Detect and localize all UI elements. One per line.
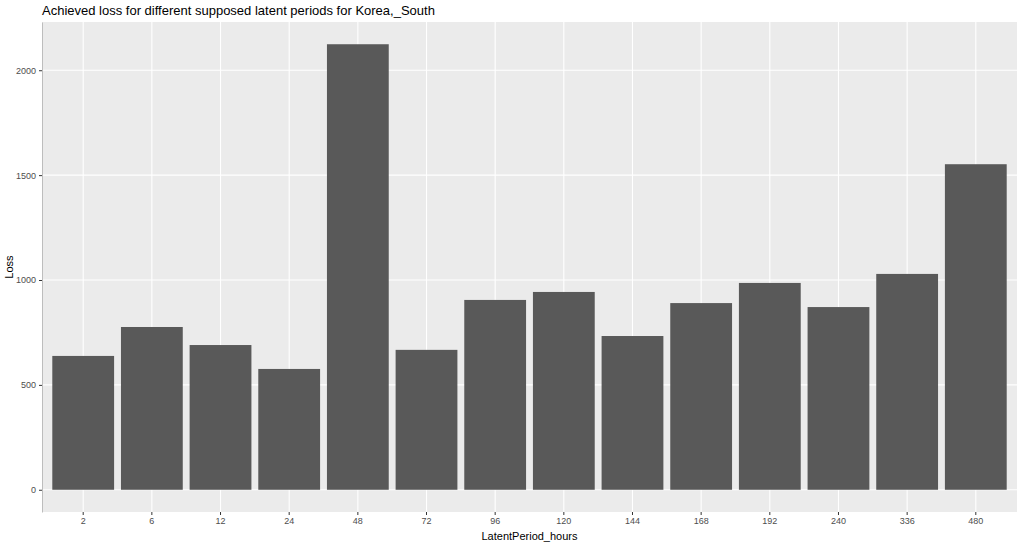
x-tick: 2 — [81, 512, 86, 526]
x-tick: 336 — [900, 512, 915, 526]
bar — [190, 345, 252, 490]
x-tick-mark — [83, 512, 84, 515]
y-tick-mark — [39, 280, 42, 281]
x-tick-label: 120 — [556, 516, 571, 526]
y-axis-line — [42, 23, 43, 513]
x-axis: 2 6 12 24 48 72 96 120 144 168 192 240 336 480 — [43, 512, 1018, 526]
x-tick-label: 192 — [762, 516, 777, 526]
x-tick: 12 — [216, 512, 226, 526]
x-tick: 144 — [625, 512, 640, 526]
x-axis-title: LatentPeriod_hours — [481, 530, 578, 542]
x-tick-mark — [151, 512, 152, 515]
x-tick-mark — [632, 512, 633, 515]
bar — [945, 164, 1007, 490]
x-tick-mark — [220, 512, 221, 515]
x-tick-mark — [289, 512, 290, 515]
y-tick-label: 1500 — [16, 171, 36, 181]
x-tick: 48 — [353, 512, 363, 526]
x-tick-label: 168 — [694, 516, 709, 526]
x-tick-mark — [838, 512, 839, 515]
y-tick: 500 — [21, 380, 42, 390]
x-tick-label: 480 — [968, 516, 983, 526]
y-tick-label: 500 — [21, 380, 36, 390]
bar — [396, 350, 458, 490]
x-tick-mark — [701, 512, 702, 515]
y-tick-mark — [39, 385, 42, 386]
x-tick: 6 — [149, 512, 154, 526]
bar — [739, 283, 801, 490]
grid — [42, 22, 1017, 512]
y-grid-line — [42, 175, 1017, 176]
x-tick-label: 336 — [900, 516, 915, 526]
chart: 0 500 1000 1500 2000 2 6 12 24 48 72 96 120 144 168 192… — [0, 0, 1024, 546]
x-tick-mark — [563, 512, 564, 515]
bar — [52, 356, 114, 490]
x-axis-line — [43, 512, 1018, 513]
y-tick-label: 2000 — [16, 66, 36, 76]
x-tick-label: 2 — [81, 516, 86, 526]
x-tick-label: 96 — [490, 516, 500, 526]
plot: 0 500 1000 1500 2000 2 6 12 24 48 72 96 120 144 168 192… — [16, 22, 1018, 526]
y-grid-line — [42, 384, 1017, 385]
y-grid-line — [42, 70, 1017, 71]
bar — [602, 336, 664, 490]
x-tick-label: 144 — [625, 516, 640, 526]
x-tick-label: 240 — [831, 516, 846, 526]
y-tick-mark — [39, 70, 42, 71]
x-tick-label: 72 — [421, 516, 431, 526]
bar — [533, 292, 595, 490]
x-tick: 168 — [694, 512, 709, 526]
x-tick: 192 — [762, 512, 777, 526]
y-tick: 1000 — [16, 275, 42, 285]
y-grid-line — [42, 279, 1017, 280]
title: Achieved loss for different supposed lat… — [42, 3, 435, 18]
y-tick-label: 1000 — [16, 275, 36, 285]
x-tick-label: 48 — [353, 516, 363, 526]
bar — [808, 307, 870, 490]
x-tick-label: 24 — [284, 516, 294, 526]
x-tick: 96 — [490, 512, 500, 526]
x-tick-mark — [975, 512, 976, 515]
bar — [121, 327, 183, 490]
x-tick: 24 — [284, 512, 294, 526]
y-grid-line — [42, 489, 1017, 490]
y-tick-label: 0 — [31, 485, 36, 495]
bar — [670, 303, 732, 490]
x-tick-mark — [357, 512, 358, 515]
bar — [876, 274, 938, 490]
y-tick: 0 — [31, 485, 42, 495]
y-tick: 2000 — [16, 66, 42, 76]
x-tick: 240 — [831, 512, 846, 526]
y-tick-mark — [39, 175, 42, 176]
x-tick-mark — [907, 512, 908, 515]
bar — [464, 300, 526, 490]
bar — [258, 369, 320, 490]
x-tick: 72 — [421, 512, 431, 526]
x-tick-mark — [495, 512, 496, 515]
x-tick-label: 12 — [216, 516, 226, 526]
y-axis-title: Loss — [3, 255, 15, 279]
y-axis: 0 500 1000 1500 2000 — [16, 23, 43, 513]
y-tick-mark — [39, 490, 42, 491]
x-tick-label: 6 — [149, 516, 154, 526]
x-tick: 480 — [968, 512, 983, 526]
x-tick-mark — [426, 512, 427, 515]
panel-background — [42, 22, 1017, 512]
y-tick: 1500 — [16, 171, 42, 181]
bars — [52, 44, 1006, 490]
x-tick-mark — [769, 512, 770, 515]
bar — [327, 44, 389, 490]
x-tick: 120 — [556, 512, 571, 526]
